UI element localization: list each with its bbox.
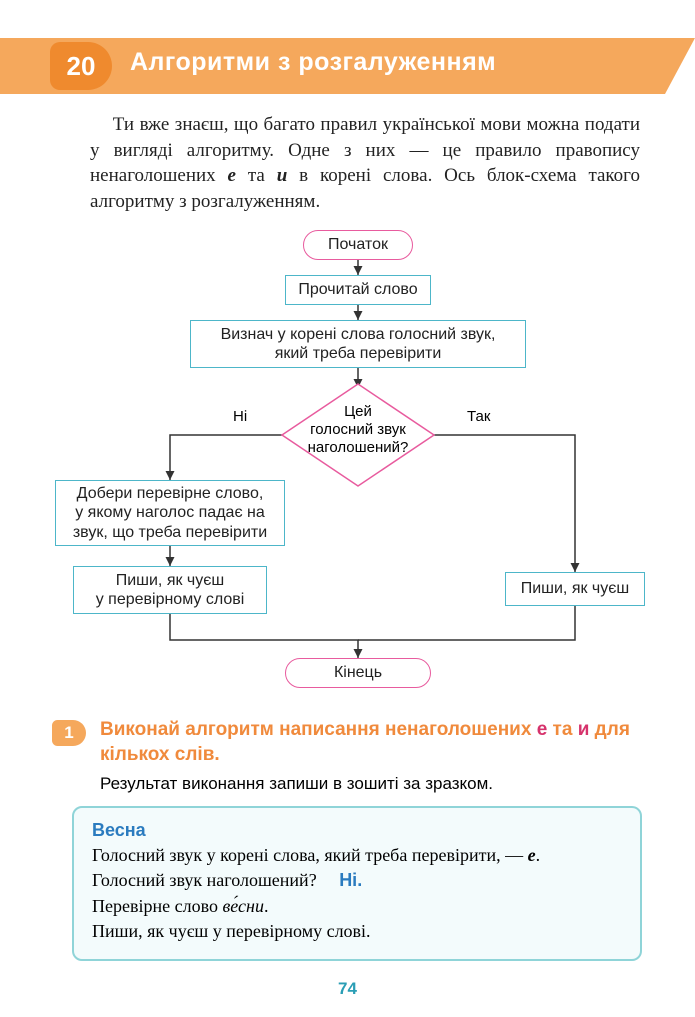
example-line1c: . [536,845,541,865]
node-identify: Визнач у корені слова голосний звук, яки… [190,320,526,368]
node-left1: Добери перевірне слово, у якому наголос … [55,480,285,546]
example-line2-answer: Ні. [339,870,362,890]
ex-title-y: и [578,719,590,740]
letter-e: е [228,165,236,186]
example-line2a: Голосний звук наголошений? [92,870,317,890]
example-line1: Голосний звук у корені слова, який треба… [92,843,622,868]
node-start: Початок [303,230,413,260]
example-line1-e: е [528,845,536,865]
exercise-subtitle: Результат виконання запиши в зошиті за з… [100,774,640,794]
ex-title-e: е [537,719,548,740]
letter-y: и [277,165,288,186]
example-line1a: Голосний звук у корені слова, який треба… [92,845,528,865]
edge-label-yes: Так [467,408,490,425]
exercise-title: Виконай алгоритм написання ненаголошених… [100,718,640,767]
ex-title-mid: та [547,719,577,740]
intro-mid: та [236,165,277,186]
example-line2: Голосний звук наголошений? Ні. [92,868,622,893]
header-notch [665,38,695,94]
example-line3-dot: . [264,896,269,916]
node-read: Прочитай слово [285,275,431,305]
page-number: 74 [0,979,695,999]
node-left2: Пиши, як чуєш у перевірному слові [73,566,267,614]
edge-label-no: Ні [233,408,247,425]
example-word: Весна [92,818,622,843]
intro-paragraph: Ти вже знаєш, що багато правил українськ… [90,112,640,215]
chapter-title: Алгоритми з розгалуженням [130,48,496,77]
example-box: Весна Голосний звук у корені слова, який… [72,806,642,961]
chapter-number-badge: 20 [52,44,110,88]
node-decision-label: Цей голосний звук наголошений? [278,403,438,457]
exercise-number-badge: 1 [52,720,86,746]
example-line4: Пиши, як чуєш у перевірному слові. [92,919,622,944]
example-line3-word: ве́сни [222,896,263,916]
node-end: Кінець [285,658,431,688]
node-right: Пиши, як чуєш [505,572,645,606]
ex-title-a: Виконай алгоритм написання ненаголошених [100,719,537,740]
example-line3: Перевірне слово ве́сни. [92,894,622,919]
example-line3-prefix: Перевірне слово [92,896,222,916]
flowchart: Початок Прочитай слово Визнач у корені с… [55,230,650,700]
